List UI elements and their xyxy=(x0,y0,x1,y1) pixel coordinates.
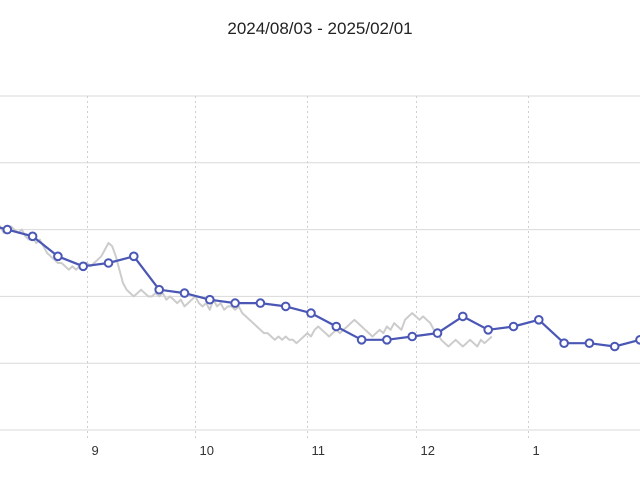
weekly-data-point xyxy=(382,335,392,345)
weekly-data-point xyxy=(2,224,13,235)
weekly-data-point xyxy=(280,301,291,312)
weekly-data-point xyxy=(432,328,443,338)
x-tick-label: 9 xyxy=(92,443,99,458)
weekly-data-point xyxy=(255,298,266,308)
weekly-data-point xyxy=(154,284,164,295)
x-axis-tick-labels: 9 10 11 12 1 xyxy=(92,443,540,458)
weekly-data-point xyxy=(483,325,494,335)
weekly-data-point xyxy=(179,288,190,298)
x-tick-label: 12 xyxy=(421,443,435,458)
x-tick-label: 10 xyxy=(200,443,214,458)
chart-title: 2024/08/03 - 2025/02/01 xyxy=(227,19,413,38)
weekly-data-point xyxy=(584,338,595,349)
weekly-data-point xyxy=(534,315,544,325)
weekly-data-point xyxy=(103,258,114,268)
weekly-data-point xyxy=(635,335,640,345)
weekly-data-point xyxy=(331,321,342,332)
daily-series-line xyxy=(0,225,493,348)
weekly-data-point xyxy=(78,261,88,272)
x-tick-label: 1 xyxy=(533,443,540,458)
weekly-data-point xyxy=(609,341,620,352)
daily-series xyxy=(0,225,493,348)
weekly-series xyxy=(0,224,640,352)
weekly-data-point xyxy=(129,251,139,262)
weekly-data-point xyxy=(27,231,38,242)
vertical-gridlines xyxy=(87,96,529,438)
weekly-data-point xyxy=(306,308,316,318)
weekly-data-point xyxy=(508,321,519,332)
weekly-data-point xyxy=(230,298,240,308)
weekly-data-point xyxy=(205,294,215,305)
weekly-data-point xyxy=(407,331,418,342)
x-tick-label: 11 xyxy=(312,443,326,458)
weekly-data-point xyxy=(559,338,569,349)
weekly-data-point xyxy=(458,311,468,322)
weekly-data-point xyxy=(53,251,63,262)
horizontal-gridlines xyxy=(0,95,640,431)
weekly-data-point xyxy=(356,335,367,345)
